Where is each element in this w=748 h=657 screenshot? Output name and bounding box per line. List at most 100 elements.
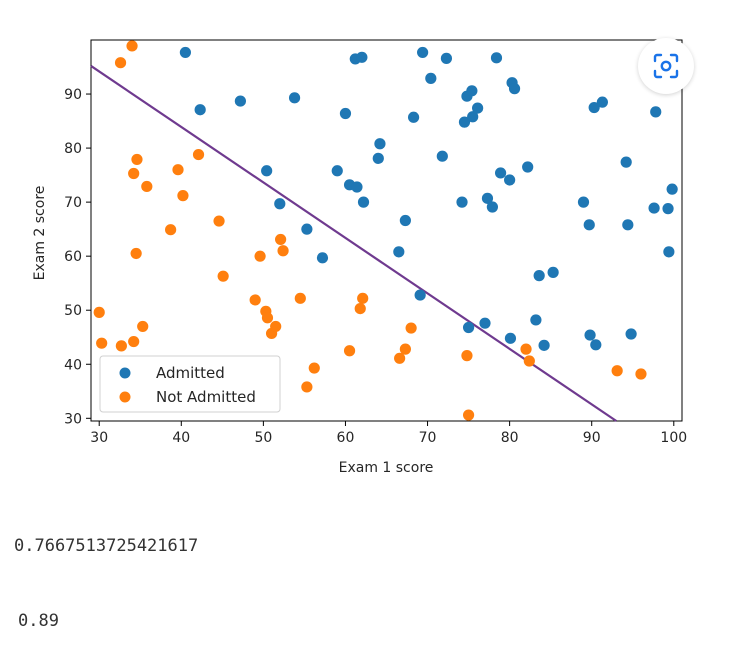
admitted-point xyxy=(584,329,596,341)
admitted-point xyxy=(356,51,368,63)
legend-label-not-admitted: Not Admitted xyxy=(156,388,256,406)
admitted-point xyxy=(351,181,363,193)
admitted-point xyxy=(436,150,448,162)
admitted-point xyxy=(472,102,484,114)
x-tick-label: 90 xyxy=(583,430,601,446)
admitted-point xyxy=(458,116,471,128)
output-line-1: 0.7667513725421617 xyxy=(14,536,199,556)
lens-scan-icon xyxy=(653,53,679,79)
admitted-point xyxy=(625,328,637,340)
y-tick-label: 30 xyxy=(64,411,82,427)
not-admitted-point xyxy=(192,148,205,161)
admitted-point xyxy=(530,314,542,326)
admitted-point xyxy=(648,202,660,214)
legend: Admitted Not Admitted xyxy=(99,355,281,413)
legend-marker-not-admitted xyxy=(119,391,131,403)
x-tick-label: 70 xyxy=(419,430,437,446)
not-admitted-point xyxy=(131,153,143,166)
admitted-point xyxy=(577,196,590,208)
not-admitted-point xyxy=(523,355,535,367)
not-admitted-point xyxy=(520,343,532,355)
x-tick-label: 100 xyxy=(660,430,687,446)
not-admitted-point xyxy=(405,322,417,334)
not-admitted-point xyxy=(96,337,108,349)
not-admitted-point xyxy=(301,381,313,393)
admitted-point xyxy=(494,167,507,179)
x-axis-label: Exam 1 score xyxy=(339,460,434,476)
not-admitted-point xyxy=(261,312,274,324)
not-admitted-point xyxy=(308,362,320,374)
not-admitted-point xyxy=(93,306,105,318)
output-line-2: 0.89 xyxy=(18,611,59,631)
not-admitted-point xyxy=(126,40,138,52)
admitted-point xyxy=(194,104,206,116)
not-admitted-point xyxy=(394,352,406,364)
admitted-point xyxy=(179,46,191,59)
not-admitted-point xyxy=(128,167,140,180)
admitted-point xyxy=(440,52,453,64)
y-tick-label: 70 xyxy=(64,195,82,211)
admitted-point xyxy=(462,321,475,334)
admitted-point xyxy=(622,219,634,231)
admitted-point xyxy=(538,339,550,351)
not-admitted-point xyxy=(177,190,189,202)
not-admitted-point xyxy=(635,368,647,380)
axes-border xyxy=(90,39,683,422)
x-tick-label: 60 xyxy=(337,430,355,446)
axes-frame xyxy=(90,39,683,422)
admitted-point xyxy=(583,219,595,231)
admitted-point xyxy=(331,165,343,177)
not-admitted-point xyxy=(213,215,225,227)
admitted-point xyxy=(504,174,516,186)
admitted-point xyxy=(357,196,370,208)
admitted-point xyxy=(414,289,426,301)
admitted-point xyxy=(522,161,534,173)
admitted-point xyxy=(533,270,545,282)
not-admitted-point xyxy=(461,350,473,362)
admitted-point xyxy=(261,165,273,177)
admitted-point xyxy=(596,96,608,108)
not-admitted-point xyxy=(343,345,356,357)
y-axis-label: Exam 2 score xyxy=(32,186,48,281)
admitted-point xyxy=(374,138,386,150)
x-tick-label: 50 xyxy=(254,430,272,446)
admitted-point xyxy=(662,203,674,215)
admitted-point xyxy=(590,339,602,351)
not-admitted-point xyxy=(115,340,127,352)
not-admitted-point xyxy=(277,245,289,257)
not-admitted-point xyxy=(611,365,623,377)
admitted-point xyxy=(274,198,286,210)
admitted-point xyxy=(508,83,521,95)
admitted-point xyxy=(339,107,352,120)
admitted-point xyxy=(620,156,632,168)
admitted-point xyxy=(417,46,429,59)
legend-marker-admitted xyxy=(119,367,131,379)
lens-button[interactable] xyxy=(638,38,694,94)
x-tick-label: 40 xyxy=(172,430,190,446)
admitted-point xyxy=(490,52,503,64)
admitted-point xyxy=(407,111,420,123)
admitted-point xyxy=(481,192,494,204)
admitted-point xyxy=(466,85,478,97)
y-tick-label: 40 xyxy=(64,357,82,373)
legend-label-admitted: Admitted xyxy=(156,364,225,382)
not-admitted-point xyxy=(172,164,184,176)
not-admitted-point xyxy=(249,294,261,306)
admitted-point xyxy=(425,72,437,84)
ticks-layer: 30 40 50 60 70 80 90 100 30 40 50 60 70 80 90 xyxy=(64,87,687,446)
not-admitted-point xyxy=(357,292,369,304)
admitted-point xyxy=(301,223,313,235)
not-admitted-point xyxy=(294,292,306,304)
not-admitted-point xyxy=(275,233,287,246)
admitted-point xyxy=(479,317,491,329)
not-admitted-point xyxy=(114,57,127,69)
not-admitted-point xyxy=(399,343,411,355)
not-admitted-point xyxy=(128,335,140,348)
not-admitted-point xyxy=(462,409,475,421)
admitted-point xyxy=(666,183,678,195)
not-admitted-point xyxy=(141,180,153,193)
not-admitted-point xyxy=(270,320,282,333)
admitted-point xyxy=(234,95,246,107)
not-admitted-point xyxy=(254,250,266,262)
